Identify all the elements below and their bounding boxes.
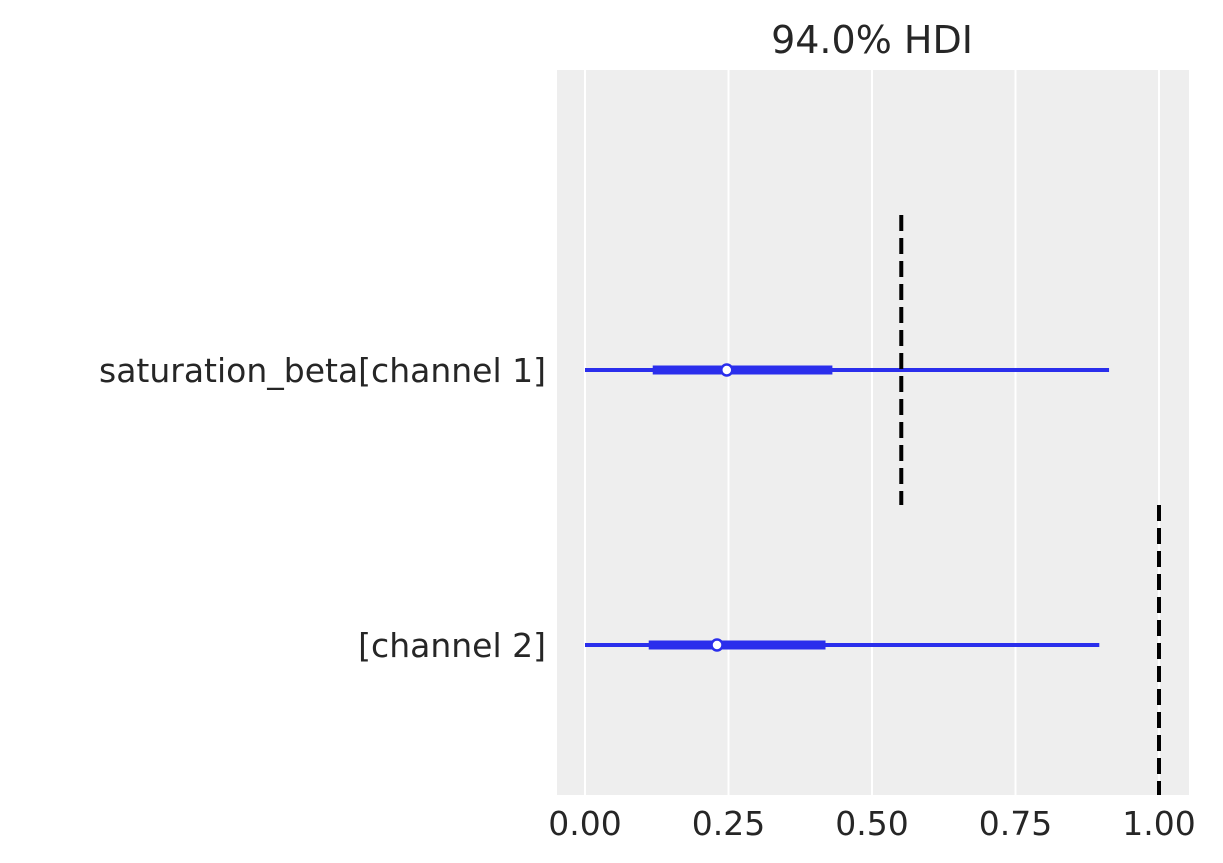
x-tick-label: 0.00 xyxy=(548,804,621,843)
x-tick-label: 0.50 xyxy=(835,804,908,843)
point-estimate xyxy=(710,638,724,652)
x-tick-label: 0.75 xyxy=(979,804,1052,843)
x-tick-label: 0.25 xyxy=(692,804,765,843)
row-label: saturation_beta[channel 1] xyxy=(99,351,546,390)
chart-title: 94.0% HDI xyxy=(771,18,973,62)
row-label: [channel 2] xyxy=(358,626,546,665)
point-estimate xyxy=(720,363,734,377)
x-tick-label: 1.00 xyxy=(1122,804,1195,843)
